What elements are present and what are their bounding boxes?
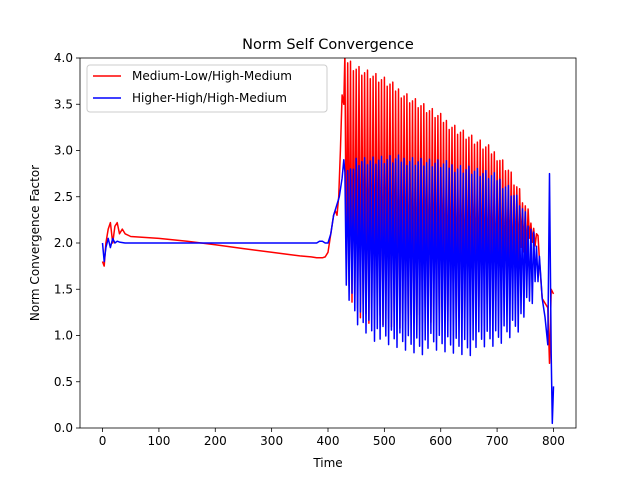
- y-tick-label: 1.0: [54, 329, 73, 343]
- y-tick-label: 2.0: [54, 236, 73, 250]
- x-tick-label: 300: [260, 434, 283, 448]
- x-tick-label: 500: [373, 434, 396, 448]
- y-tick-label: 2.5: [54, 190, 73, 204]
- y-tick-label: 1.5: [54, 282, 73, 296]
- series-2: [101, 154, 555, 425]
- legend-label-1: Medium-Low/High-Medium: [132, 69, 292, 83]
- x-tick-label: 100: [147, 434, 170, 448]
- chart-title: Norm Self Convergence: [242, 37, 414, 53]
- y-axis-label: Norm Convergence Factor: [28, 165, 42, 321]
- legend-label-2: Higher-High/High-Medium: [132, 91, 287, 105]
- y-axis: 0.0 0.5 1.0 1.5 2.0 2.5 3.0 3.5 4.0: [54, 51, 80, 435]
- legend-box: [86, 64, 328, 113]
- y-tick-label: 3.5: [54, 97, 73, 111]
- y-tick-label: 4.0: [54, 51, 73, 65]
- y-tick-label: 3.0: [54, 144, 73, 158]
- x-axis-label: Time: [312, 456, 342, 470]
- series-line-2: [101, 154, 555, 425]
- y-tick-label: 0.0: [54, 421, 73, 435]
- x-axis: 0 100 200 300 400 500 600 700 800: [99, 428, 565, 448]
- x-tick-label: 700: [486, 434, 509, 448]
- legend: Medium-Low/High-Medium Higher-High/High-M…: [86, 64, 328, 113]
- x-tick-label: 800: [542, 434, 565, 448]
- x-tick-label: 200: [204, 434, 227, 448]
- x-tick-label: 600: [429, 434, 452, 448]
- y-tick-label: 0.5: [54, 375, 73, 389]
- x-tick-label: 0: [99, 434, 107, 448]
- x-tick-label: 400: [317, 434, 340, 448]
